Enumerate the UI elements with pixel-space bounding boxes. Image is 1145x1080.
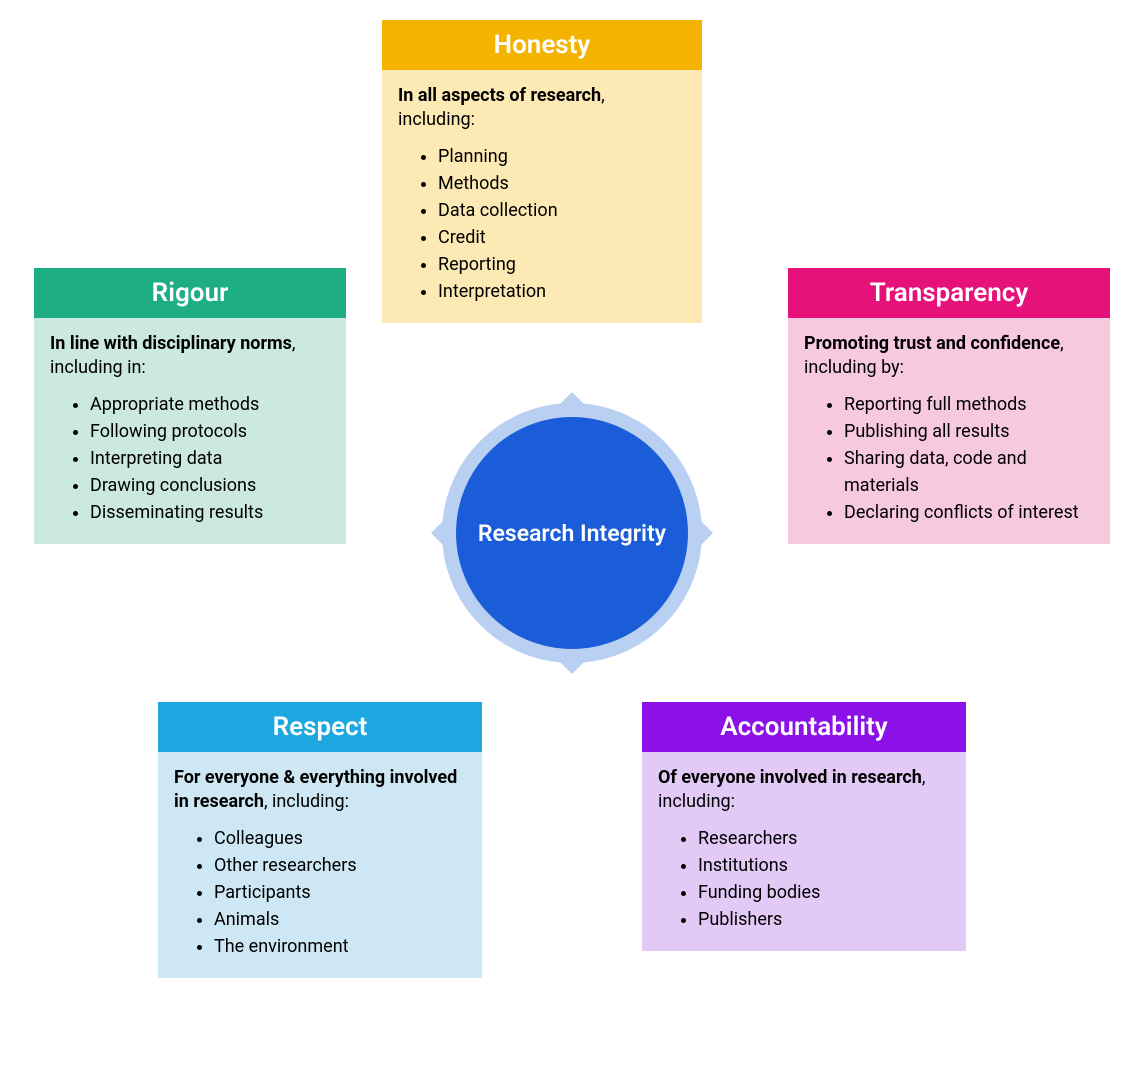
card-rigour-body: In line with disciplinary norms, includi… — [34, 318, 346, 544]
center-inner: Research Integrity — [456, 417, 688, 649]
card-accountability-desc-bold: Of everyone involved in research — [658, 767, 922, 788]
card-transparency-item: Declaring conflicts of interest — [844, 499, 1094, 526]
card-honesty-list: PlanningMethodsData collectionCreditRepo… — [398, 143, 686, 305]
card-respect-item: Other researchers — [214, 852, 466, 879]
card-honesty-description: In all aspects of research, including: — [398, 84, 686, 133]
card-respect-description: For everyone & everything involved in re… — [174, 766, 466, 815]
card-respect-item: Participants — [214, 879, 466, 906]
card-accountability-item: Funding bodies — [698, 879, 950, 906]
card-honesty-item: Credit — [438, 224, 686, 251]
card-transparency-item: Sharing data, code and materials — [844, 445, 1094, 499]
card-honesty-item: Reporting — [438, 251, 686, 278]
card-accountability: Accountability Of everyone involved in re… — [642, 702, 966, 951]
card-accountability-title: Accountability — [720, 712, 887, 742]
card-transparency-header: Transparency — [788, 268, 1110, 318]
card-respect-header: Respect — [158, 702, 482, 752]
card-accountability-description: Of everyone involved in research, includ… — [658, 766, 950, 815]
card-rigour-item: Interpreting data — [90, 445, 330, 472]
card-accountability-body: Of everyone involved in research, includ… — [642, 752, 966, 951]
card-honesty: Honesty In all aspects of research, inclu… — [382, 20, 702, 323]
card-rigour: Rigour In line with disciplinary norms, i… — [34, 268, 346, 544]
pointer-top-icon — [558, 392, 586, 406]
card-respect-item: The environment — [214, 933, 466, 960]
card-honesty-item: Data collection — [438, 197, 686, 224]
pointer-bottom-icon — [558, 660, 586, 674]
card-honesty-item: Planning — [438, 143, 686, 170]
card-transparency-description: Promoting trust and confidence, includin… — [804, 332, 1094, 381]
card-respect-body: For everyone & everything involved in re… — [158, 752, 482, 978]
card-honesty-desc-bold: In all aspects of research — [398, 85, 601, 106]
card-transparency-list: Reporting full methodsPublishing all res… — [804, 391, 1094, 526]
card-transparency-item: Publishing all results — [844, 418, 1094, 445]
card-accountability-item: Publishers — [698, 906, 950, 933]
card-honesty-item: Methods — [438, 170, 686, 197]
card-accountability-item: Researchers — [698, 825, 950, 852]
card-rigour-item: Drawing conclusions — [90, 472, 330, 499]
card-transparency-item: Reporting full methods — [844, 391, 1094, 418]
card-transparency-desc-bold: Promoting trust and confidence — [804, 333, 1060, 354]
card-accountability-item: Institutions — [698, 852, 950, 879]
card-respect-list: ColleaguesOther researchersParticipantsA… — [174, 825, 466, 960]
center-circle: Research Integrity — [442, 403, 702, 663]
card-accountability-list: ResearchersInstitutionsFunding bodiesPub… — [658, 825, 950, 933]
card-rigour-desc-bold: In line with disciplinary norms — [50, 333, 292, 354]
card-accountability-header: Accountability — [642, 702, 966, 752]
card-rigour-item: Disseminating results — [90, 499, 330, 526]
card-honesty-title: Honesty — [494, 30, 591, 60]
card-respect-title: Respect — [273, 712, 368, 742]
card-transparency-body: Promoting trust and confidence, includin… — [788, 318, 1110, 544]
card-respect-item: Colleagues — [214, 825, 466, 852]
card-rigour-title: Rigour — [152, 278, 229, 308]
card-honesty-body: In all aspects of research, including: Pl… — [382, 70, 702, 323]
card-rigour-header: Rigour — [34, 268, 346, 318]
pointer-left-icon — [431, 519, 445, 547]
card-respect: Respect For everyone & everything involve… — [158, 702, 482, 978]
card-rigour-item: Following protocols — [90, 418, 330, 445]
card-rigour-list: Appropriate methodsFollowing protocolsIn… — [50, 391, 330, 526]
card-respect-desc-rest: , including: — [264, 791, 349, 812]
card-honesty-header: Honesty — [382, 20, 702, 70]
card-rigour-description: In line with disciplinary norms, includi… — [50, 332, 330, 381]
card-respect-item: Animals — [214, 906, 466, 933]
center-label: Research Integrity — [478, 520, 666, 547]
card-honesty-item: Interpretation — [438, 278, 686, 305]
card-transparency: Transparency Promoting trust and confiden… — [788, 268, 1110, 544]
pointer-right-icon — [699, 519, 713, 547]
card-rigour-item: Appropriate methods — [90, 391, 330, 418]
card-transparency-title: Transparency — [870, 278, 1029, 308]
